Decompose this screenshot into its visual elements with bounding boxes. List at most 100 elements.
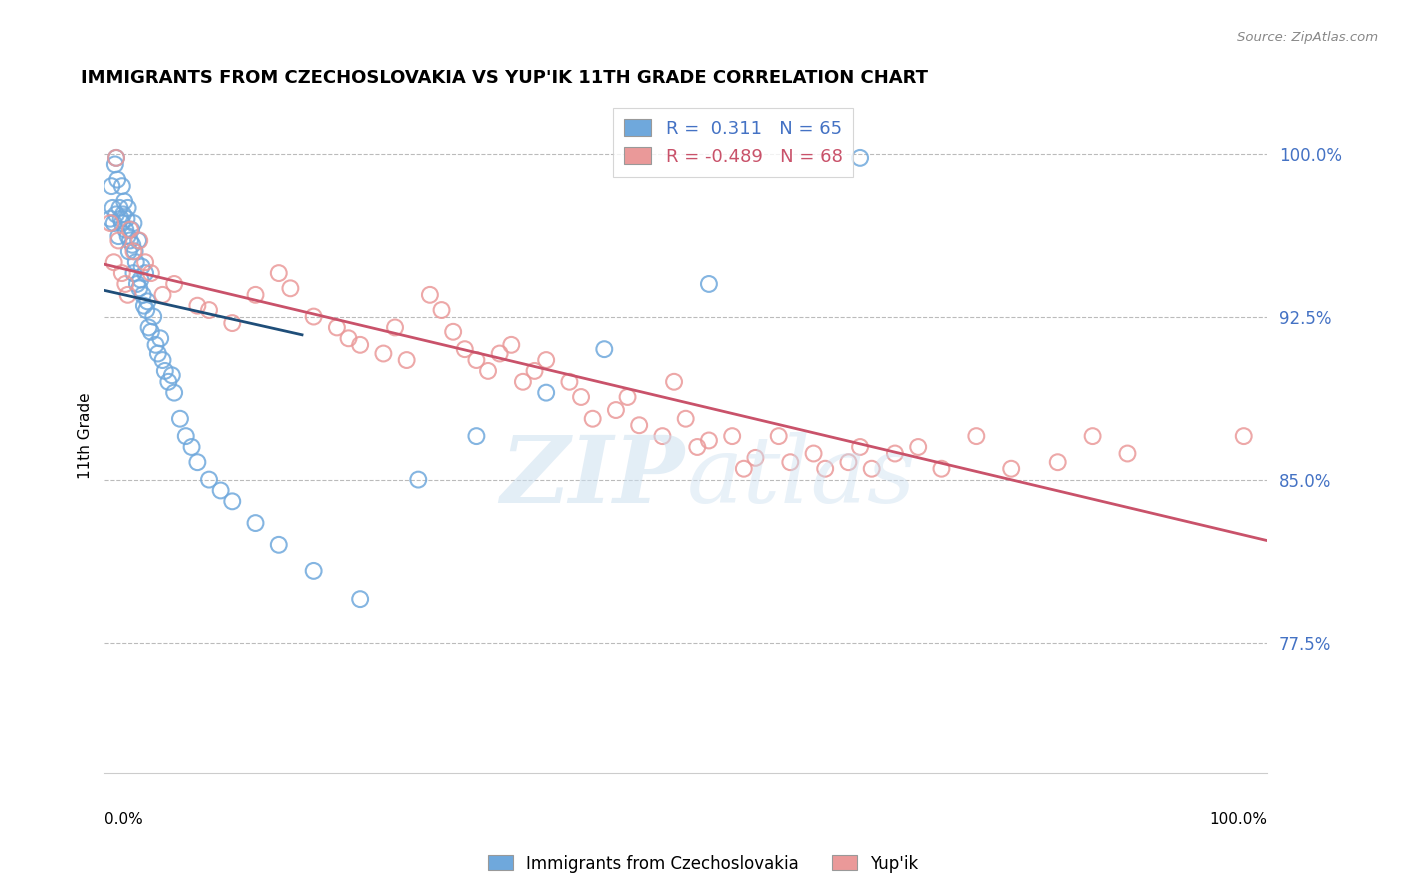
Point (628, 418, 651, 433)
Point (267, 266, 290, 280)
Point (465, 353, 488, 368)
Point (616, 390, 638, 404)
Point (326, 320, 349, 334)
Point (125, 255, 148, 269)
Point (245, 516, 267, 530)
Point (558, 375, 581, 389)
Point (349, 592, 371, 607)
Point (163, 385, 186, 400)
Point (157, 375, 180, 389)
Point (134, 255, 156, 269)
Point (105, 172, 128, 186)
Point (441, 325, 464, 339)
Point (169, 411, 191, 425)
Point (267, 538, 290, 552)
Point (884, 446, 907, 460)
Point (163, 277, 186, 291)
Point (174, 429, 197, 443)
Point (582, 411, 605, 425)
Point (512, 375, 534, 389)
Point (101, 201, 124, 215)
Point (134, 266, 156, 280)
Point (152, 288, 174, 302)
Point (697, 434, 720, 448)
Point (501, 338, 523, 352)
Point (569, 390, 592, 404)
Point (186, 455, 208, 469)
Point (965, 429, 987, 443)
Point (153, 364, 176, 378)
Point (907, 440, 929, 454)
Point (209, 483, 232, 498)
Point (395, 353, 418, 368)
Point (477, 364, 499, 378)
Point (931, 461, 953, 475)
Point (132, 288, 155, 302)
Point (118, 244, 141, 259)
Point (744, 450, 766, 465)
Point (686, 440, 709, 454)
Point (849, 151, 872, 165)
Point (198, 473, 221, 487)
Point (114, 277, 136, 291)
Point (860, 461, 883, 475)
Point (103, 216, 125, 230)
Point (146, 346, 169, 360)
Point (138, 320, 160, 334)
Point (111, 207, 134, 221)
Point (675, 411, 697, 425)
Point (122, 266, 145, 280)
Point (117, 229, 139, 244)
Point (139, 266, 162, 280)
Point (779, 455, 801, 469)
Point (733, 461, 755, 475)
Point (721, 429, 744, 443)
Point (349, 338, 371, 352)
Point (111, 179, 134, 194)
Point (142, 310, 165, 324)
Point (198, 303, 221, 318)
Point (837, 455, 859, 469)
Point (1081, 429, 1104, 443)
Point (105, 151, 128, 165)
Point (1000, 461, 1022, 475)
Point (136, 294, 159, 309)
Point (98, 211, 121, 226)
Point (128, 234, 150, 248)
Point (814, 461, 837, 475)
Legend: R =  0.311   N = 65, R = -0.489   N = 68: R = 0.311 N = 65, R = -0.489 N = 68 (613, 108, 853, 177)
Point (488, 346, 510, 360)
Point (107, 229, 129, 244)
Point (120, 222, 142, 236)
Point (454, 342, 477, 356)
Point (149, 331, 172, 345)
Point (122, 244, 145, 259)
Point (523, 364, 546, 378)
Point (337, 331, 360, 345)
Point (302, 564, 325, 578)
Point (1046, 455, 1069, 469)
Point (221, 494, 243, 508)
Point (1233, 429, 1256, 443)
Point (125, 277, 148, 291)
Point (419, 288, 441, 302)
Point (103, 255, 125, 269)
Point (605, 403, 627, 417)
Point (245, 288, 267, 302)
Point (280, 281, 302, 295)
Point (803, 446, 825, 460)
Point (768, 429, 790, 443)
Point (662, 375, 685, 389)
Point (135, 303, 157, 318)
Point (128, 281, 150, 295)
Text: 0.0%: 0.0% (104, 813, 143, 827)
Point (118, 234, 141, 248)
Text: 100.0%: 100.0% (1209, 813, 1267, 827)
Point (107, 234, 129, 248)
Point (180, 440, 202, 454)
Point (465, 429, 488, 443)
Point (302, 310, 325, 324)
Point (593, 342, 616, 356)
Point (139, 325, 162, 339)
Point (849, 440, 872, 454)
